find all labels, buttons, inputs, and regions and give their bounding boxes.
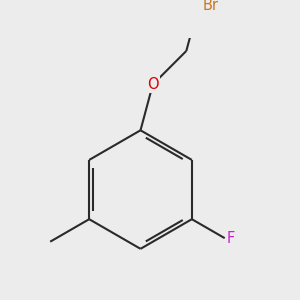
- Text: O: O: [147, 77, 159, 92]
- Text: Br: Br: [202, 0, 218, 13]
- Text: F: F: [227, 231, 235, 246]
